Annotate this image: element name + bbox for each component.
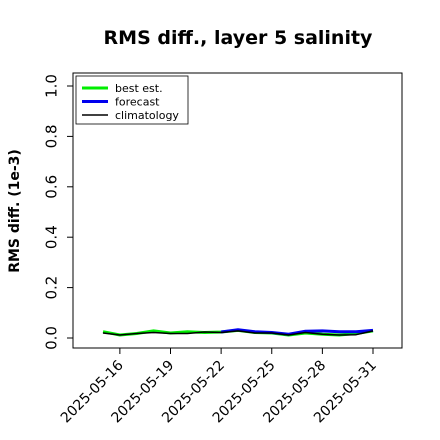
y-tick-label: 0.8 [43,124,61,148]
series-line-2 [102,330,374,336]
legend-entry: climatology [115,109,179,122]
series-line-1 [220,328,374,336]
legend-entry: best est. [115,82,163,95]
y-tick-label: 0.6 [43,175,61,199]
y-tick-label: 1.0 [43,74,61,98]
legend-entry: forecast [115,96,160,109]
plot-frame [72,72,403,349]
chart-title: RMS diff., layer 5 salinity [104,27,374,49]
x-ticks: 2025-05-162025-05-192025-05-222025-05-25… [58,348,380,426]
series-lines [102,328,374,337]
y-ticks: 0.0 0.2 0.4 0.6 0.8 1.0 [43,74,73,350]
y-axis-label: RMS diff. (1e-3) [7,149,23,273]
y-tick-label: 0.0 [43,326,61,350]
y-tick-label: 0.4 [43,225,61,249]
y-tick-label: 0.2 [43,276,61,300]
